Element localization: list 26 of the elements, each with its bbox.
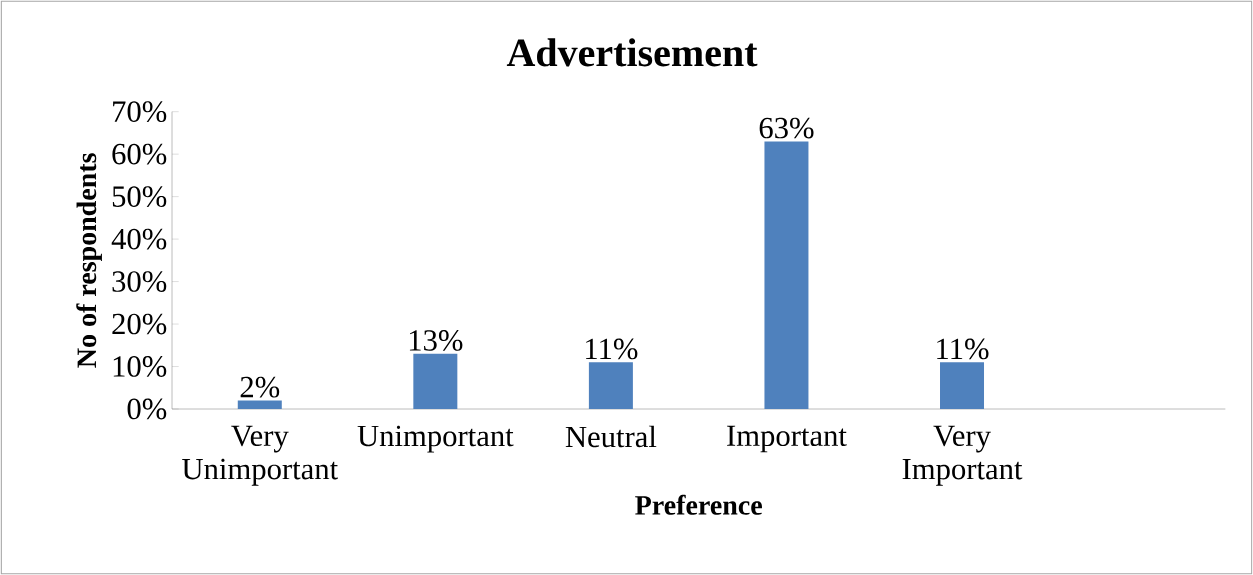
y-tick-label: 30% (112, 271, 167, 292)
bar (764, 141, 809, 409)
y-axis-title: No of respondents (76, 153, 102, 368)
data-label: 2% (240, 376, 280, 398)
bar (940, 362, 985, 409)
y-tick-label: 20% (112, 313, 167, 335)
x-tick-label: Neutral (565, 425, 657, 448)
data-label: 11% (937, 338, 989, 360)
x-tick-label: Unimportant (357, 425, 514, 453)
y-tick-label: 0% (127, 398, 167, 420)
chart-title: Advertisement (506, 38, 758, 67)
x-tick-label: Very Unimportant (182, 425, 338, 486)
data-label: 63% (759, 117, 814, 139)
bar (413, 353, 458, 409)
y-tick-label: 40% (111, 228, 167, 250)
x-tick-label: Important (727, 425, 847, 453)
data-label: 11% (586, 338, 638, 360)
y-tick-label: 60% (112, 143, 167, 165)
bar (588, 362, 633, 409)
y-tick-label: 50% (112, 186, 167, 208)
x-tick-label: Very Important (902, 425, 1023, 486)
y-tick-label: 70% (113, 101, 167, 123)
bar (237, 400, 282, 409)
x-axis-title: Preference (635, 494, 762, 515)
y-tick-label: 10% (113, 356, 167, 377)
data-label: 13% (409, 330, 463, 351)
